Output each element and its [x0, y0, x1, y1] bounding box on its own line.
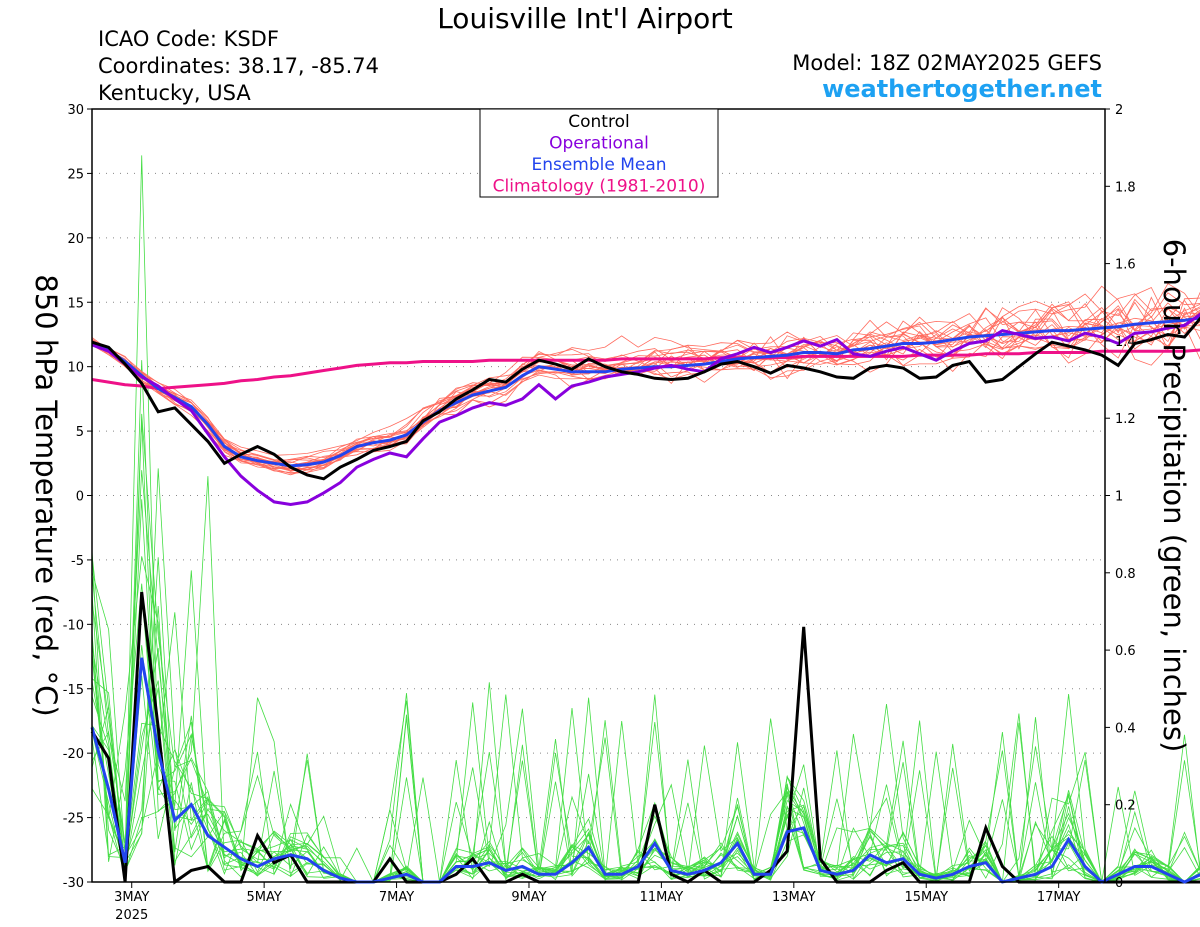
- legend-control: Control: [568, 112, 629, 132]
- y-tick-label-right: 0.4: [1115, 721, 1136, 736]
- temp-member-line: [91, 303, 1200, 467]
- precip-member-line: [91, 476, 1200, 883]
- icao-code-label: ICAO Code: KSDF: [98, 27, 279, 51]
- legend-climatology: Climatology (1981-2010): [493, 177, 706, 197]
- region-label: Kentucky, USA: [98, 81, 251, 105]
- x-tick-label: 13MAY: [772, 890, 816, 905]
- precip-member-line: [91, 678, 1200, 883]
- y-tick-label-left: -10: [63, 618, 84, 633]
- model-run-label: Model: 18Z 02MAY2025 GEFS: [792, 51, 1102, 75]
- x-tick-label: 11MAY: [640, 890, 684, 905]
- y-tick-label-left: 5: [76, 425, 84, 440]
- y-tick-label-left: 25: [67, 167, 84, 182]
- precip-member-line: [91, 556, 1200, 883]
- y-tick-label-left: -5: [71, 554, 84, 569]
- y-tick-label-left: -20: [63, 747, 84, 762]
- y-tick-label-left: -25: [63, 812, 84, 827]
- precip-member-line: [91, 470, 1200, 883]
- y-tick-label-right: 0: [1115, 876, 1123, 891]
- precip-member-line: [91, 360, 1200, 883]
- x-tick-label: 9MAY: [511, 890, 546, 905]
- y-tick-label-right: 1.6: [1115, 258, 1136, 273]
- legend-box: [479, 108, 719, 198]
- precip-member-line: [91, 583, 1200, 883]
- chart-title: Louisville Int'l Airport: [437, 2, 733, 35]
- precip-member-lines: [91, 155, 1200, 884]
- y-tick-label-right: 1.2: [1115, 412, 1136, 427]
- y-tick-label-right: 1: [1115, 490, 1123, 505]
- y-tick-label-right: 2: [1115, 103, 1123, 118]
- legend: Control Operational Ensemble Mean Climat…: [479, 108, 719, 198]
- y-tick-label-left: -15: [63, 683, 84, 698]
- y-axis-label-right: 6-hour Precipitation (green, inches): [1157, 239, 1191, 753]
- y-tick-label-left: 20: [67, 232, 84, 247]
- precip-member-line: [91, 413, 1200, 884]
- temp-member-line: [91, 297, 1200, 476]
- temp-member-line: [91, 304, 1200, 471]
- ensemble-mean-precip-line: [90, 657, 1200, 884]
- precip-member-line: [91, 499, 1200, 883]
- precip-member-line: [91, 557, 1200, 883]
- y-tick-label-right: 1.8: [1115, 180, 1136, 195]
- y-tick-label-left: 15: [67, 296, 84, 311]
- precip-member-line: [91, 468, 1200, 883]
- x-tick-year-label: 2025: [115, 908, 148, 923]
- x-tick-label: 17MAY: [1037, 890, 1081, 905]
- y-axis-label-left: 850 hPa Temperature (red, °C): [29, 274, 63, 716]
- coordinates-label: Coordinates: 38.17, -85.74: [98, 54, 379, 78]
- y-tick-label-left: 30: [67, 103, 84, 118]
- y-tick-label-left: 0: [76, 490, 84, 505]
- control-temp-line: [91, 316, 1200, 481]
- x-tick-label: 5MAY: [246, 890, 281, 905]
- precip-member-line: [91, 155, 1200, 883]
- operational-temp-line: [91, 312, 1200, 507]
- legend-operational: Operational: [549, 134, 649, 154]
- precip-member-line: [91, 554, 1200, 883]
- legend-ensemble-mean: Ensemble Mean: [531, 155, 666, 175]
- x-tick-label: 7MAY: [379, 890, 414, 905]
- precip-member-line: [91, 419, 1200, 883]
- ensemble-mean-temp-line: [91, 316, 1200, 468]
- y-tick-label-right: 0.2: [1115, 799, 1136, 814]
- temp-member-line: [91, 285, 1200, 471]
- x-tick-label: 3MAY: [114, 890, 149, 905]
- y-tick-label-right: 0.6: [1115, 644, 1136, 659]
- y-tick-label-right: 1.4: [1115, 335, 1136, 350]
- x-tick-label: 15MAY: [904, 890, 948, 905]
- axis-ticks: 302520151050-5-10-15-20-25-3021.81.61.41…: [63, 103, 1136, 923]
- site-link[interactable]: weathertogether.net: [822, 75, 1102, 103]
- grid-lines: [92, 172, 1105, 819]
- y-tick-label-left: 10: [67, 361, 84, 376]
- temp-member-line: [91, 315, 1200, 471]
- temp-member-line: [91, 302, 1200, 456]
- temp-member-line: [91, 293, 1200, 472]
- temp-member-line: [91, 283, 1200, 463]
- y-tick-label-left: -30: [63, 876, 84, 891]
- y-tick-label-right: 0.8: [1115, 567, 1136, 582]
